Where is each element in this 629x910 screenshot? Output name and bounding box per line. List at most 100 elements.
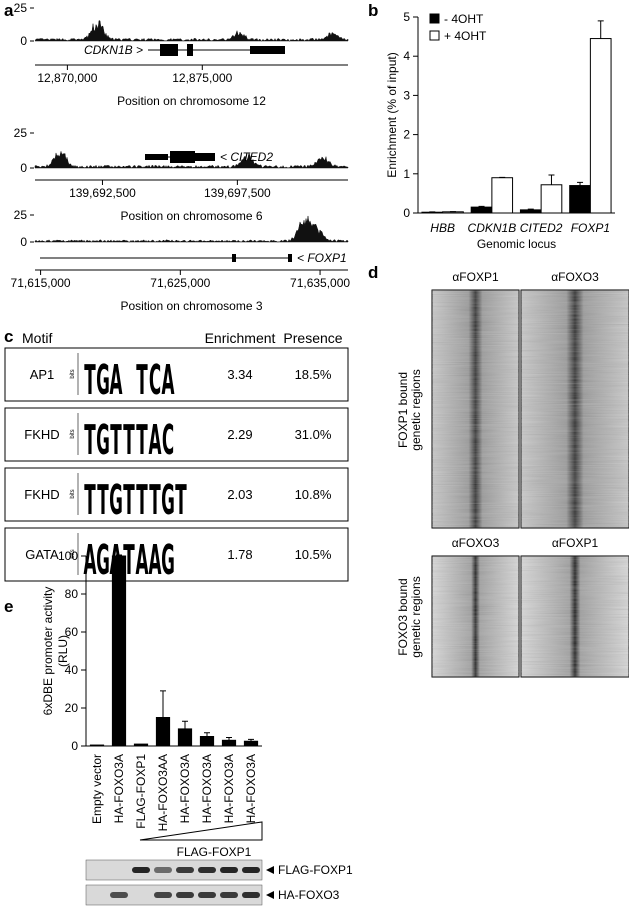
y-tick-label: 3: [403, 88, 410, 102]
logo-letter: A: [136, 537, 149, 584]
error-bar: [577, 181, 584, 186]
error-bar: [116, 554, 122, 556]
panel-label: e: [4, 597, 13, 616]
error-bar: [548, 174, 555, 185]
x-tick-label: 71,635,000: [290, 276, 350, 290]
legend-label: + 4OHT: [444, 29, 487, 43]
logo-letter: C: [149, 357, 161, 404]
bar: [155, 717, 171, 747]
bar: [589, 38, 612, 214]
blot-label: FLAG-FOXP1: [278, 863, 353, 877]
motif-row-box: [4, 467, 349, 522]
error-bar: [204, 732, 210, 737]
panel-label: a: [4, 1, 14, 20]
blot-band: [132, 867, 150, 873]
heatmap-texture: [521, 556, 629, 677]
x-tick-label: 139,692,500: [69, 186, 136, 200]
blot-band: [242, 867, 260, 873]
category-label-rotated: HA-FOXO3A: [112, 754, 126, 823]
signal-track: [34, 215, 349, 243]
blot-label: HA-FOXO3: [278, 888, 340, 902]
logo-letter: T: [136, 357, 148, 404]
y-axis-label: (RLU): [56, 635, 70, 667]
heatmap-column-label: αFOXP1: [552, 536, 599, 550]
y-tick-label: 1: [403, 167, 410, 181]
x-tick-label: 71,615,000: [11, 276, 71, 290]
logo-letter: T: [136, 477, 148, 524]
exon: [160, 44, 178, 56]
category-label-rotated: HA-FOXO3A: [222, 754, 236, 823]
error-bar: [597, 20, 604, 39]
blot: [85, 859, 263, 881]
signal-track: [34, 20, 349, 42]
x-axis-label: Position on chromosome 6: [120, 209, 262, 223]
y-tick-label: 25: [14, 126, 28, 140]
logo-letter: G: [161, 537, 175, 584]
y-tick-label: 25: [14, 208, 28, 222]
y-tick-label: 40: [65, 663, 79, 677]
logo-letter: G: [161, 477, 175, 524]
category-label: CITED2: [520, 221, 563, 235]
heatmap-row-label: genetic regions: [409, 576, 423, 657]
signal-track: [34, 150, 349, 169]
logo-axis-label: bits: [70, 369, 76, 378]
blot-band: [110, 892, 128, 898]
x-axis-label: Position on chromosome 3: [120, 299, 262, 313]
bar: [243, 740, 259, 747]
y-axis-label: 6xDBE promoter activity: [41, 587, 55, 716]
motif-row-box: [4, 347, 349, 402]
bar: [421, 211, 444, 214]
legend-swatch: [429, 30, 440, 41]
motif-cell: FKHD: [24, 487, 59, 502]
heatmap-texture: [521, 290, 629, 528]
y-tick-label: 100: [58, 549, 78, 563]
bar: [221, 739, 237, 747]
category-label-rotated: HA-FOXO3AA: [156, 754, 170, 831]
blot-band: [198, 892, 216, 898]
exon: [288, 254, 292, 262]
x-tick-label: 139,697,500: [204, 186, 271, 200]
error-bar: [478, 205, 485, 208]
logo-letter: T: [84, 357, 96, 404]
error-bar: [226, 736, 232, 741]
category-label-rotated: FLAG-FOXP1: [134, 754, 148, 829]
blot-band: [154, 867, 172, 873]
logo-letter: G: [109, 477, 123, 524]
category-label: CDKN1B: [468, 221, 517, 235]
exon: [195, 153, 215, 161]
category-label: FOXP1: [571, 221, 610, 235]
logo-letter: T: [149, 477, 161, 524]
logo-letter: A: [149, 417, 162, 464]
motif-cell: 1.78: [227, 547, 252, 562]
y-tick-label: 0: [403, 206, 410, 220]
arrowhead: [266, 891, 274, 899]
heatmap-texture: [432, 556, 519, 677]
panel-label: d: [368, 263, 378, 282]
logo-letter: T: [97, 477, 109, 524]
gradient-wedge: [139, 821, 263, 841]
motif-cell: 2.29: [227, 427, 252, 442]
x-tick-label: 12,875,000: [172, 71, 232, 85]
panel-label: b: [368, 1, 378, 20]
logo-letter: T: [84, 417, 96, 464]
error-bar: [248, 738, 254, 742]
bar: [199, 736, 215, 747]
logo-letter: A: [110, 537, 123, 584]
logo-letter: T: [175, 477, 187, 524]
y-tick-label: 0: [20, 34, 27, 48]
y-tick-label: 80: [65, 587, 79, 601]
motif-cell: AP1: [30, 367, 55, 382]
logo-letter: A: [84, 537, 97, 584]
blot: [85, 884, 263, 906]
legend-label: - 4OHT: [444, 12, 484, 26]
category-label-rotated: HA-FOXO3A: [178, 754, 192, 823]
motif-cell: 10.8%: [295, 487, 332, 502]
y-axis-label: Enrichment (% of input): [385, 52, 399, 177]
bar: [111, 555, 127, 747]
x-axis-label: Genomic locus: [477, 237, 556, 251]
exon: [145, 154, 168, 160]
arrowhead: [266, 866, 274, 874]
bar: [470, 206, 493, 214]
y-tick-label: 25: [14, 1, 28, 15]
